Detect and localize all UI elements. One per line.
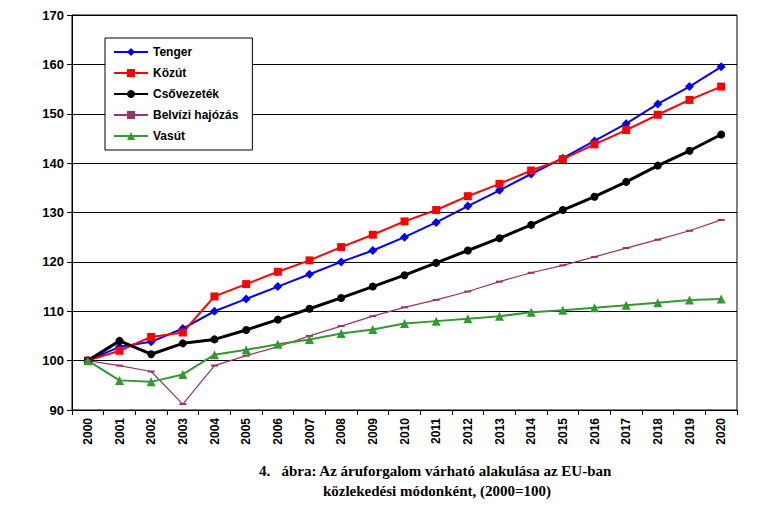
svg-text:2009: 2009 <box>366 418 380 445</box>
svg-text:2011: 2011 <box>429 418 443 444</box>
svg-text:140: 140 <box>42 156 64 171</box>
svg-text:2006: 2006 <box>271 418 285 445</box>
svg-text:2015: 2015 <box>556 418 570 445</box>
svg-text:120: 120 <box>42 254 64 269</box>
svg-text:2014: 2014 <box>524 418 538 445</box>
svg-text:2003: 2003 <box>176 418 190 445</box>
svg-text:2008: 2008 <box>334 418 348 445</box>
svg-text:Belvízi hajózás: Belvízi hajózás <box>153 108 239 122</box>
svg-text:2019: 2019 <box>683 418 697 445</box>
svg-text:Csővezeték: Csővezeték <box>153 87 219 101</box>
svg-text:Tenger: Tenger <box>153 45 192 59</box>
svg-text:2013: 2013 <box>493 418 507 445</box>
svg-text:2004: 2004 <box>208 418 222 445</box>
svg-text:130: 130 <box>42 205 64 220</box>
svg-text:4. ábra: Az áruforgalom várh: 4. ábra: Az áruforgalom várható alakulás… <box>259 463 615 479</box>
svg-text:2002: 2002 <box>144 418 158 445</box>
svg-text:közlekedési módonként, (2000=1: közlekedési módonként, (2000=100) <box>323 483 551 500</box>
svg-text:2007: 2007 <box>303 418 317 445</box>
svg-text:160: 160 <box>42 57 64 72</box>
svg-text:Közút: Közút <box>153 66 186 80</box>
svg-text:2005: 2005 <box>239 418 253 445</box>
svg-text:2017: 2017 <box>619 418 633 445</box>
svg-text:2016: 2016 <box>588 418 602 445</box>
svg-text:110: 110 <box>43 304 64 319</box>
svg-text:170: 170 <box>42 8 64 23</box>
svg-text:Vasút: Vasút <box>153 129 185 143</box>
svg-text:2001: 2001 <box>113 418 127 445</box>
svg-text:150: 150 <box>42 106 64 121</box>
svg-text:100: 100 <box>42 353 64 368</box>
svg-text:2010: 2010 <box>398 418 412 445</box>
svg-text:90: 90 <box>50 403 64 418</box>
svg-text:2018: 2018 <box>651 418 665 445</box>
svg-text:2012: 2012 <box>461 418 475 445</box>
svg-text:2020: 2020 <box>714 418 728 445</box>
svg-text:2000: 2000 <box>81 418 95 445</box>
